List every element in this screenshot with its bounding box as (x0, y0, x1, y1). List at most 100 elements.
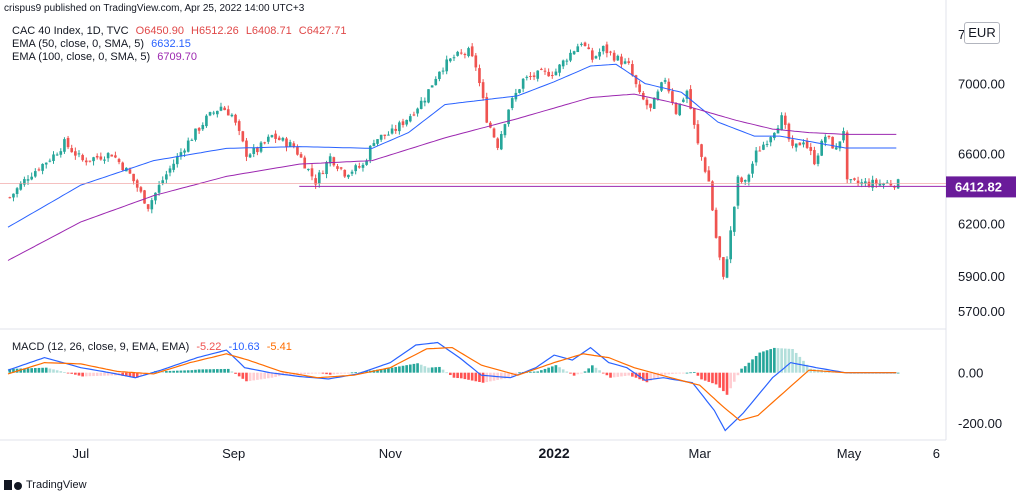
macd-histogram-bar (84, 372, 88, 377)
macd-histogram-bar (241, 372, 245, 379)
macd-histogram-bar (459, 372, 463, 379)
macd-histogram-bar (485, 372, 489, 383)
macd-histogram-bar (390, 367, 394, 373)
macd-histogram-bar (190, 370, 194, 373)
macd-label: MACD (12, 26, close, 9, EMA, EMA) (12, 341, 190, 353)
candle-body (612, 52, 616, 61)
candle-body (52, 154, 55, 162)
tradingview-logo: TradingView (4, 479, 87, 491)
symbol-legend-row: CAC 40 Index, 1D, TVC O6450.90 H6512.26 … (12, 25, 350, 37)
candle-body (336, 166, 339, 169)
candle-body (652, 97, 656, 109)
candle-body (441, 70, 445, 72)
candle-body (882, 183, 885, 186)
price-tick-label: 5700.00 (958, 304, 1005, 319)
candle-body (74, 151, 77, 156)
macd-histogram-bar (692, 372, 696, 373)
macd-histogram-bar (627, 372, 631, 376)
candle-body (405, 119, 408, 125)
macd-hist-value: -5.22 (196, 341, 222, 353)
macd-histogram-bar (103, 372, 106, 376)
macd-histogram-bar (656, 372, 660, 378)
candle-body (95, 155, 99, 158)
macd-histogram-bar (95, 372, 99, 376)
macd-histogram-bar (234, 372, 237, 374)
time-tick-label: 6 (933, 446, 940, 461)
candle-body (711, 181, 714, 211)
current-price-tag (946, 176, 1016, 198)
candle-body (445, 59, 449, 72)
macd-histogram-bar (787, 348, 791, 373)
candle-body (845, 132, 849, 180)
candle-body (743, 180, 747, 182)
candle-body (492, 128, 496, 138)
candle-body (813, 150, 816, 165)
candle-body (277, 137, 281, 141)
candle-body (223, 107, 226, 111)
candle-body (656, 91, 660, 100)
candle-body (88, 160, 92, 162)
macd-histogram-bar (52, 369, 55, 373)
candle-body (885, 182, 889, 184)
time-tick-label: Nov (379, 446, 403, 461)
macd-histogram-bar (317, 372, 321, 374)
macd-histogram-bar (419, 364, 423, 373)
macd-histogram-bar (751, 359, 754, 373)
macd-histogram-bar (310, 372, 314, 374)
ema100-value: 6709.70 (157, 51, 197, 63)
macd-histogram-bar (682, 372, 685, 374)
macd-histogram-bar (37, 367, 41, 373)
candle-body (165, 174, 168, 180)
macd-histogram-bar (358, 372, 361, 373)
candle-body (583, 42, 587, 46)
macd-histogram-bar (26, 368, 30, 373)
candle-body (740, 177, 743, 182)
candle-body (175, 156, 179, 165)
macd-histogram-bar (230, 371, 234, 373)
macd-histogram-bar (274, 372, 277, 377)
candle-body (412, 114, 416, 116)
candle-body (558, 64, 561, 73)
current-price-label: 6412.82 (955, 179, 1002, 194)
candle-body (529, 75, 532, 77)
candle-body (121, 162, 124, 171)
macd-histogram-bar (631, 372, 634, 377)
macd-histogram-bar (543, 368, 547, 373)
macd-histogram-bar (565, 371, 569, 373)
macd-histogram-bar (769, 349, 773, 373)
macd-histogram-bar (412, 363, 416, 373)
candle-body (299, 154, 303, 158)
candle-body (186, 140, 190, 152)
macd-histogram-bar (736, 372, 740, 376)
macd-histogram-bar (365, 371, 368, 373)
candle-body (474, 55, 478, 68)
macd-histogram-bar (423, 366, 427, 373)
macd-histogram-bar (583, 371, 587, 373)
macd-histogram-bar (765, 350, 769, 373)
macd-histogram-bar (729, 372, 732, 389)
candle-body (434, 78, 438, 86)
macd-histogram-bar (408, 364, 412, 373)
currency-button[interactable]: EUR (964, 22, 1000, 44)
candle-body (423, 100, 427, 103)
candle-body (794, 143, 798, 148)
ohlc-low: L6408.71 (245, 25, 292, 37)
macd-histogram-bar (540, 370, 543, 373)
macd-histogram-bar (92, 372, 95, 377)
macd-histogram-bar (467, 372, 470, 380)
candle-body (489, 122, 492, 128)
candle-body (714, 209, 718, 238)
candle-body (787, 123, 791, 140)
candle-body (609, 51, 612, 53)
macd-histogram-bar (325, 372, 328, 375)
macd-histogram-bar (430, 367, 434, 373)
macd-histogram-bar (685, 372, 689, 374)
candle-body (194, 128, 197, 140)
candle-body (561, 60, 565, 67)
candle-body (874, 179, 878, 185)
candle-body (201, 124, 205, 130)
macd-histogram-bar (405, 365, 408, 373)
macd-histogram-bar (569, 372, 572, 374)
candle-body (572, 51, 576, 55)
